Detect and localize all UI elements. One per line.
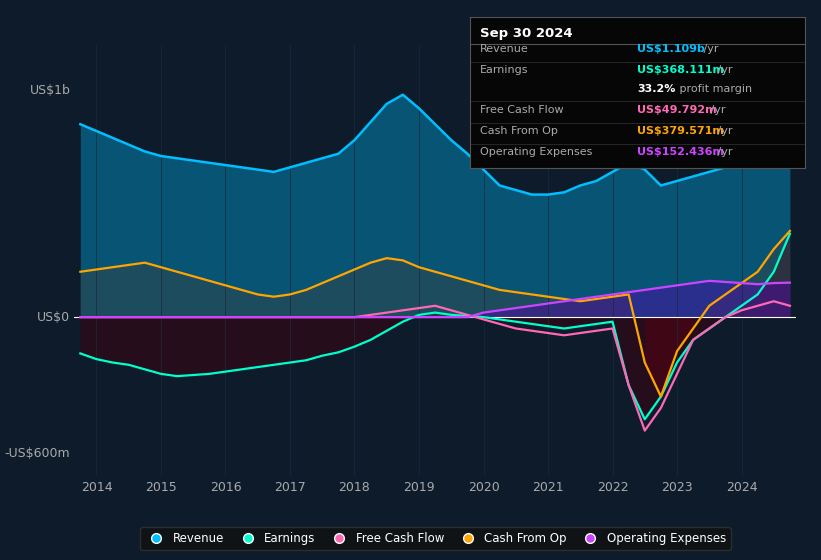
- Text: Cash From Op: Cash From Op: [479, 126, 557, 136]
- Text: /yr: /yr: [714, 147, 733, 157]
- Text: /yr: /yr: [714, 66, 733, 76]
- Text: US$1.109b: US$1.109b: [637, 44, 705, 54]
- Text: Operating Expenses: Operating Expenses: [479, 147, 592, 157]
- Text: US$368.111m: US$368.111m: [637, 66, 724, 76]
- Text: -US$600m: -US$600m: [5, 447, 71, 460]
- Text: Free Cash Flow: Free Cash Flow: [479, 105, 563, 115]
- Text: profit margin: profit margin: [676, 83, 752, 94]
- Text: US$379.571m: US$379.571m: [637, 126, 724, 136]
- Text: Earnings: Earnings: [479, 66, 528, 76]
- Legend: Revenue, Earnings, Free Cash Flow, Cash From Op, Operating Expenses: Revenue, Earnings, Free Cash Flow, Cash …: [140, 528, 731, 550]
- Text: US$0: US$0: [37, 311, 71, 324]
- Text: US$152.436m: US$152.436m: [637, 147, 724, 157]
- Text: /yr: /yr: [700, 44, 719, 54]
- Text: Revenue: Revenue: [479, 44, 529, 54]
- Text: Sep 30 2024: Sep 30 2024: [479, 27, 572, 40]
- Text: /yr: /yr: [714, 126, 733, 136]
- Text: /yr: /yr: [708, 105, 726, 115]
- Text: US$49.792m: US$49.792m: [637, 105, 717, 115]
- Text: 33.2%: 33.2%: [637, 83, 676, 94]
- Text: US$1b: US$1b: [30, 83, 71, 97]
